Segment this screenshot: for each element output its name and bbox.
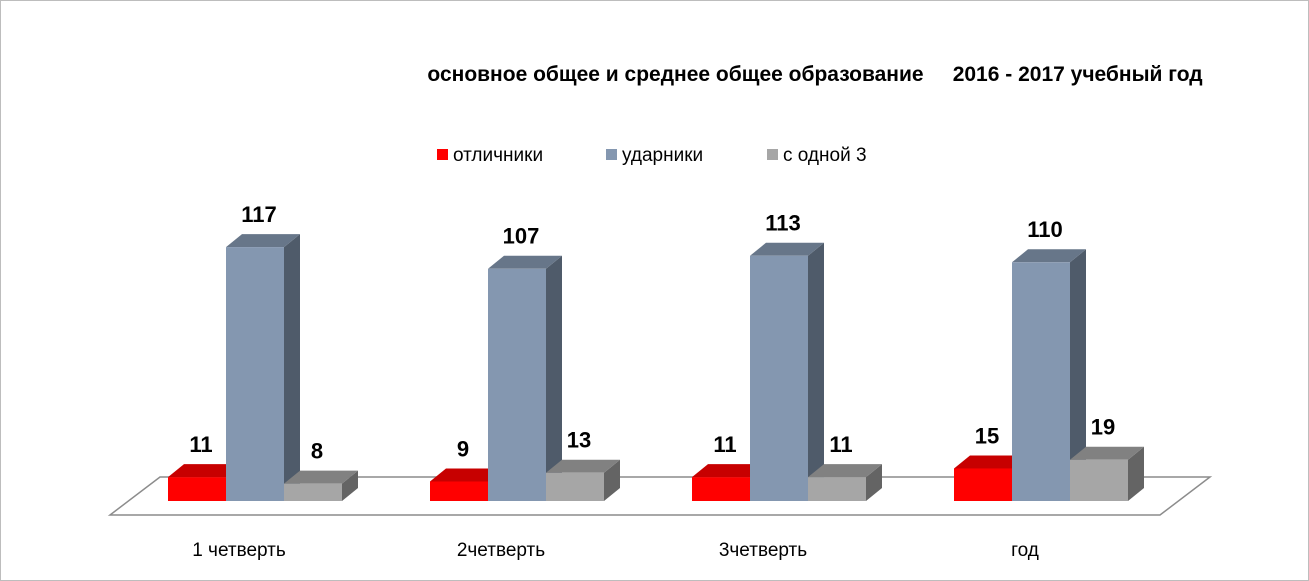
bar-top: [1070, 446, 1144, 460]
data-label: 110: [1027, 217, 1063, 242]
bar-side: [546, 255, 562, 501]
bar-top: [692, 464, 766, 478]
legend-swatch: [606, 149, 617, 160]
bar-top: [1012, 249, 1086, 263]
bar-side: [604, 459, 620, 501]
x-tick-label: 1 четверть: [192, 540, 286, 561]
x-tick-label: 2четверть: [457, 540, 545, 561]
data-label: 19: [1091, 415, 1115, 440]
data-label: 117: [241, 202, 277, 227]
bar-front: [168, 477, 226, 501]
data-label: 11: [189, 432, 212, 457]
data-label: 15: [975, 423, 999, 448]
bar-top: [546, 459, 620, 473]
bar: [750, 242, 824, 502]
data-label: 11: [829, 432, 852, 457]
data-label: 107: [503, 224, 540, 249]
bar-front: [808, 477, 866, 501]
bar: [808, 464, 882, 501]
bar: [1070, 446, 1144, 501]
bar-side: [1070, 249, 1086, 501]
x-tick-label: год: [1011, 540, 1039, 561]
bar-top: [808, 464, 882, 478]
bar: [226, 234, 300, 502]
bar-side: [808, 242, 824, 502]
data-label: 8: [311, 438, 323, 463]
data-label: 9: [457, 436, 469, 461]
bar-front: [284, 483, 342, 501]
bar-front: [1070, 459, 1128, 501]
bar-front: [692, 477, 750, 501]
bar-top: [488, 255, 562, 269]
bar-front: [226, 247, 284, 501]
data-label: 13: [567, 428, 591, 453]
bar-front: [1012, 262, 1070, 501]
bar-top: [750, 242, 824, 256]
bar: [284, 470, 358, 501]
bar-top: [168, 464, 242, 478]
legend-swatch: [767, 149, 778, 160]
bar-side: [342, 470, 358, 501]
legend-swatch: [437, 149, 448, 160]
legend-label: с одной 3: [783, 145, 867, 166]
data-label: 11: [713, 432, 736, 457]
bar-side: [1128, 446, 1144, 501]
bar: [488, 255, 562, 501]
bar: [546, 459, 620, 501]
bar-front: [954, 468, 1012, 501]
bar-top: [954, 455, 1028, 469]
chart-title: основное общее и среднее общее образован…: [427, 63, 1203, 86]
bar-top: [284, 470, 358, 484]
bar-top: [226, 234, 300, 248]
bar-side: [866, 464, 882, 501]
legend-label: ударники: [622, 145, 703, 166]
bar-top: [430, 468, 504, 482]
floor: [107, 476, 1213, 516]
legend-label: отличники: [453, 145, 543, 166]
data-label: 113: [765, 211, 801, 236]
bar: [1012, 249, 1086, 501]
bar-front: [546, 472, 604, 501]
x-tick-label: 3четверть: [719, 540, 807, 561]
bar-front: [430, 481, 488, 501]
bar-front: [488, 268, 546, 501]
bar-front: [750, 255, 808, 501]
bar-side: [284, 234, 300, 502]
